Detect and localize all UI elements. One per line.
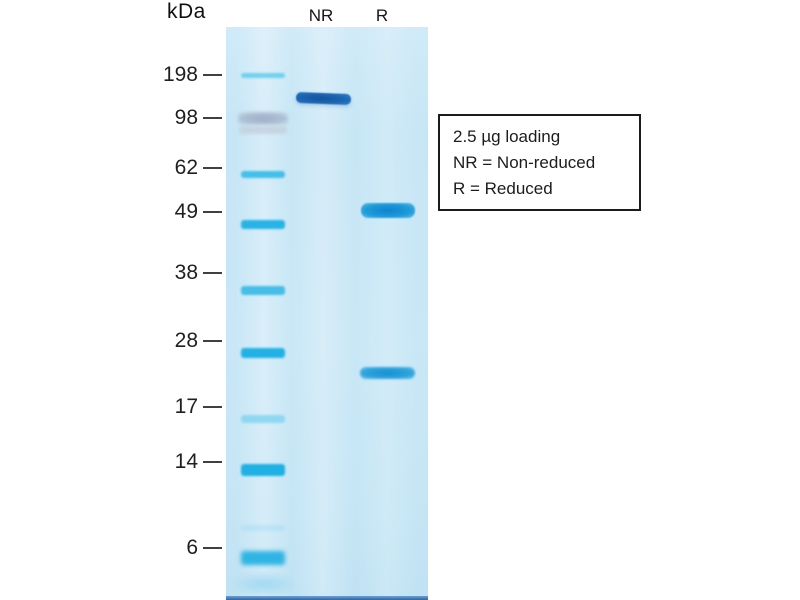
mw-label-198: 198 (162, 63, 198, 86)
mw-mark-98: 98 (150, 106, 222, 130)
legend-box: 2.5 µg loading NR = Non-reduced R = Redu… (438, 114, 641, 211)
mw-mark-49: 49 (150, 200, 222, 224)
r-lane-band-21kda (360, 367, 415, 379)
mw-label-49: 49 (174, 200, 198, 223)
legend-line-nr: NR = Non-reduced (453, 153, 596, 172)
lane-label-nr: NR (308, 6, 334, 25)
mw-tick-17 (203, 406, 222, 408)
mw-tick-62 (203, 167, 222, 169)
ladder-band-38kda (241, 286, 285, 295)
mw-label-14: 14 (174, 450, 198, 473)
ladder-band-6kda (241, 551, 285, 565)
mw-label-17: 17 (174, 395, 198, 418)
ladder-band-98kda-gray-smear (239, 126, 287, 134)
mw-tick-6 (203, 547, 222, 549)
mw-label-98: 98 (174, 106, 198, 129)
mw-mark-28: 28 (150, 329, 222, 353)
nr-lane-band (295, 91, 352, 106)
ladder-band-49kda (241, 220, 285, 229)
gel-image (226, 27, 428, 600)
r-lane-band-49kda (361, 203, 415, 218)
kda-unit-label: kDa (167, 0, 206, 23)
ladder-band-198kda (241, 73, 285, 78)
mw-label-28: 28 (174, 329, 198, 352)
nr-lane-streak (292, 27, 354, 600)
ladder-band-14kda (241, 464, 285, 476)
ladder-band-faint (241, 525, 285, 531)
mw-tick-49 (203, 211, 222, 213)
mw-label-38: 38 (174, 261, 198, 284)
mw-mark-6: 6 (150, 536, 222, 560)
mw-mark-62: 62 (150, 156, 222, 180)
mw-label-62: 62 (174, 156, 198, 179)
ladder-band-6kda-halo (234, 572, 294, 596)
ladder-band-98kda-gray (238, 112, 288, 125)
mw-tick-198 (203, 74, 222, 76)
mw-mark-198: 198 (150, 63, 222, 87)
mw-label-6: 6 (186, 536, 198, 559)
dye-front (226, 596, 428, 600)
mw-tick-38 (203, 272, 222, 274)
mw-mark-14: 14 (150, 450, 222, 474)
mw-mark-17: 17 (150, 395, 222, 419)
mw-mark-38: 38 (150, 261, 222, 285)
r-lane-streak (356, 27, 418, 600)
ladder-band-17kda (241, 415, 285, 423)
legend-line-r: R = Reduced (453, 179, 553, 198)
mw-tick-98 (203, 117, 222, 119)
mw-tick-28 (203, 340, 222, 342)
ladder-band-28kda (241, 348, 285, 358)
legend-line-loading: 2.5 µg loading (453, 127, 561, 146)
mw-tick-14 (203, 461, 222, 463)
lane-label-r: R (375, 6, 389, 25)
ladder-band-62kda (241, 171, 285, 178)
